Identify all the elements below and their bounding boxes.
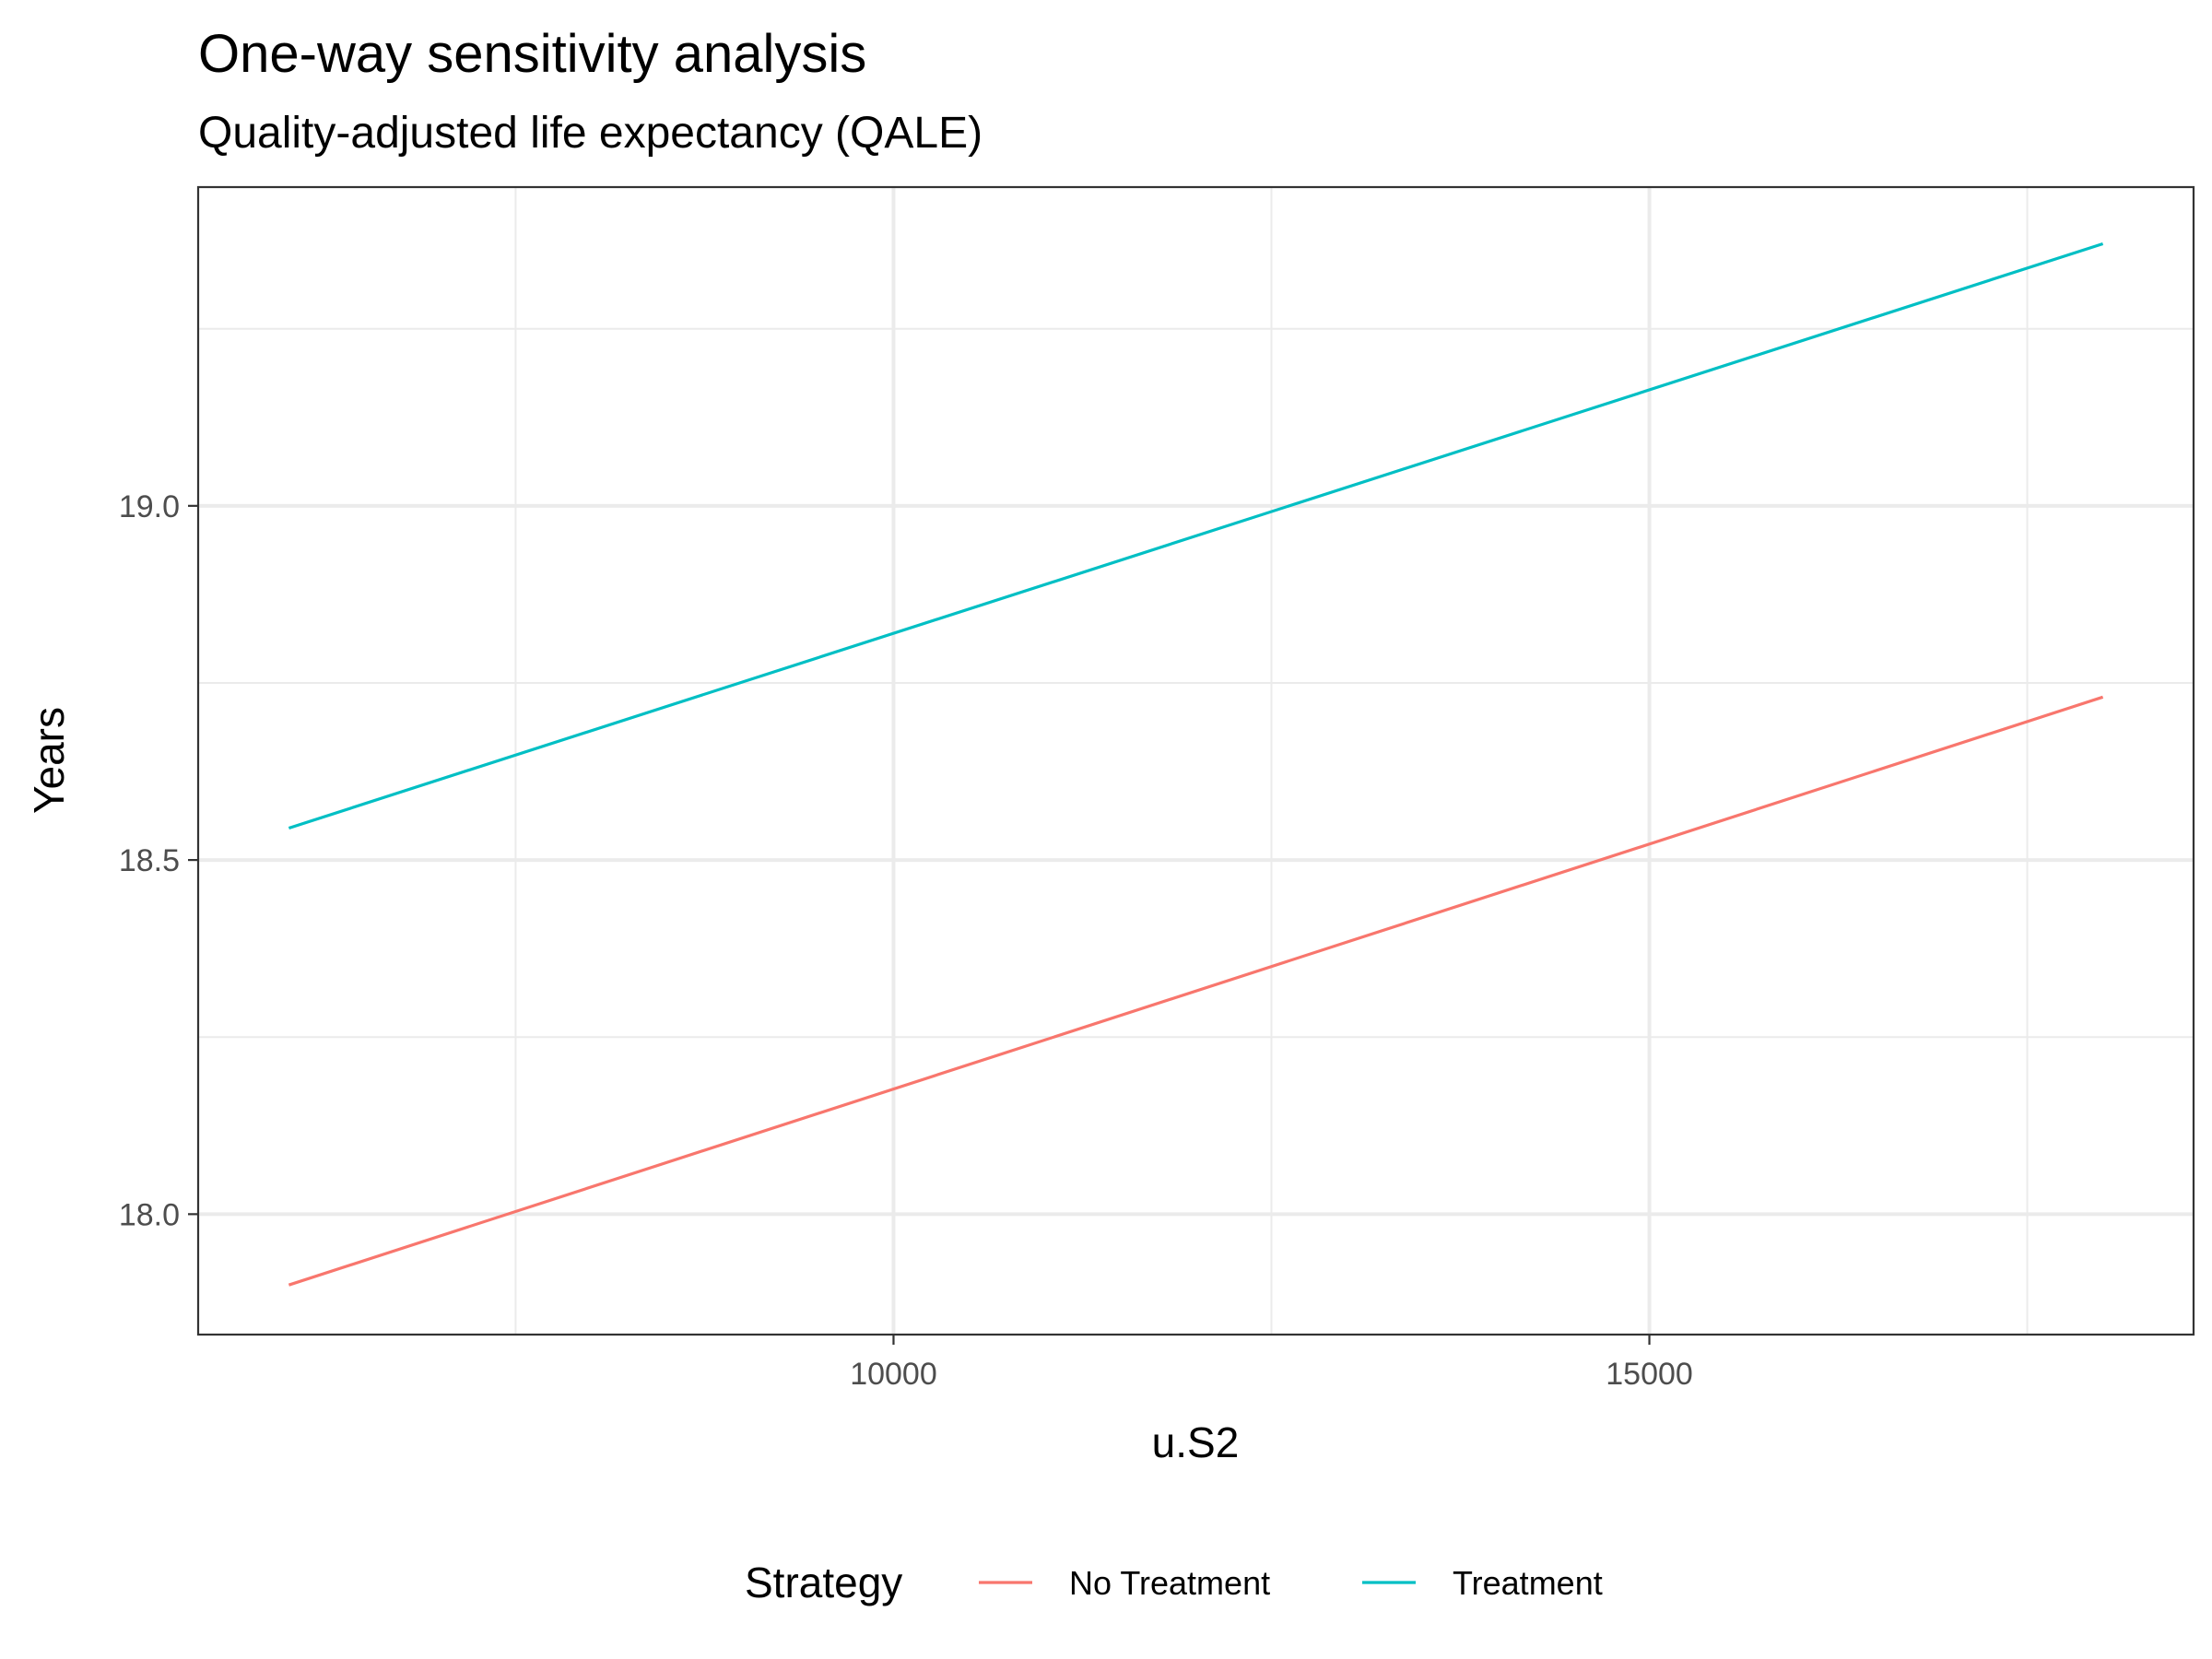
x-tick-label: 15000 <box>1606 1357 1693 1392</box>
chart-subtitle: Quality-adjusted life expectancy (QALE) <box>198 109 982 158</box>
x-tick-label: 10000 <box>850 1357 937 1392</box>
y-tick-label: 18.5 <box>119 843 180 878</box>
major-gridlines <box>198 187 2194 1335</box>
y-tick-label: 19.0 <box>119 489 180 524</box>
y-axis-title: Years <box>25 707 73 814</box>
legend-title: Strategy <box>745 1559 902 1606</box>
y-tick-label: 18.0 <box>119 1197 180 1232</box>
legend: Strategy No Treatment Treatment <box>745 1559 1603 1606</box>
legend-items: No Treatment Treatment <box>979 1564 1603 1602</box>
legend-label: Treatment <box>1453 1564 1603 1602</box>
x-axis-title: u.S2 <box>1152 1418 1240 1466</box>
minor-gridlines <box>198 187 2194 1335</box>
legend-label: No Treatment <box>1069 1564 1270 1602</box>
chart-title: One-way sensitivity analysis <box>198 24 866 84</box>
series-lines <box>288 241 2104 1287</box>
y-axis: 18.0 18.5 19.0 <box>119 489 198 1232</box>
x-axis: 10000 15000 <box>850 1335 1693 1392</box>
series-line-treatment <box>288 241 2104 830</box>
plot-panel <box>196 185 2195 1336</box>
series-line-no-treatment <box>288 695 2104 1287</box>
plot-border <box>196 185 2195 1336</box>
plot-background <box>198 187 2194 1335</box>
